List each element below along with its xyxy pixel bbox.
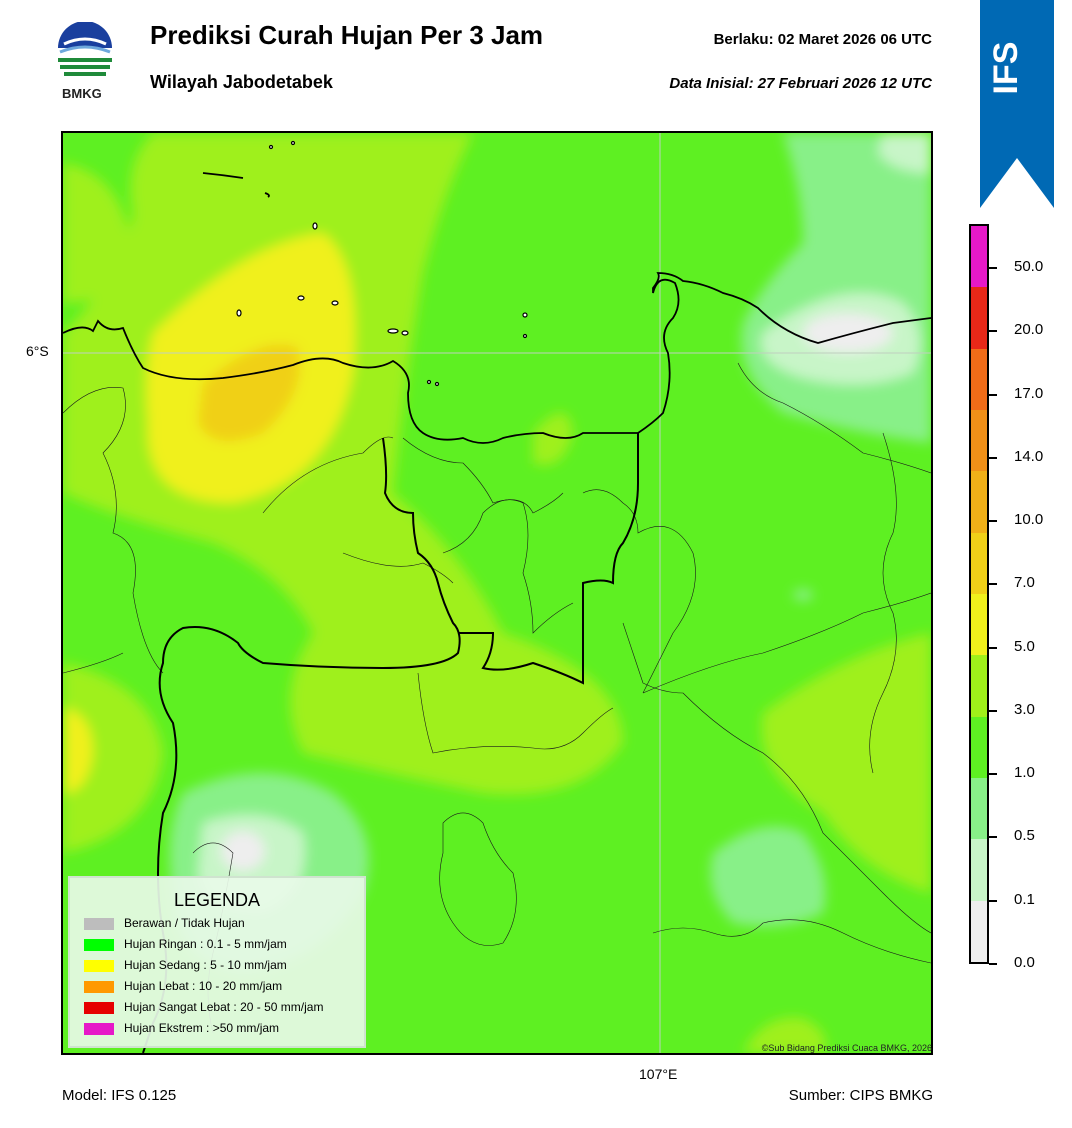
colorbar-tick [989, 646, 997, 649]
colorbar-tick [989, 393, 997, 396]
page-title: Prediksi Curah Hujan Per 3 Jam [150, 20, 544, 50]
legend-swatch [84, 1002, 114, 1014]
legend-swatch [84, 918, 114, 930]
longitude-label: 107°E [639, 1066, 678, 1082]
colorbar-tick-label: 10.0 [1014, 511, 1044, 529]
colorbar-segment [971, 410, 987, 472]
colorbar-tick-label: 0.1 [1014, 890, 1035, 908]
region-subtitle: Wilayah Jabodetabek [150, 72, 333, 92]
colorbar-tick-label: 50.0 [1014, 258, 1044, 275]
legend-label: Hujan Ekstrem : >50 mm/jam [124, 1021, 280, 1035]
copyright-note: ©Sub Bidang Prediksi Cuaca BMKG, 2026 [761, 1043, 932, 1053]
colorbar-segment [971, 716, 987, 778]
map-canvas [63, 133, 931, 1053]
legend-label: Berawan / Tidak Hujan [124, 916, 245, 930]
bmkg-logo-icon [58, 22, 112, 76]
colorbar-segment [971, 839, 987, 901]
colorbar-segment [971, 532, 987, 594]
colorbar-tick [989, 963, 997, 965]
latitude-label: 6°S [26, 343, 49, 359]
legend-label: Hujan Ringan : 0.1 - 5 mm/jam [124, 937, 287, 951]
colorbar-tick-label: 1.0 [1014, 764, 1035, 782]
colorbar-segment [971, 778, 987, 840]
colorbar-segment [971, 594, 987, 656]
colorbar [969, 224, 989, 964]
colorbar-segment [971, 348, 987, 410]
colorbar-tick [989, 456, 997, 459]
ifs-ribbon-icon [980, 0, 1054, 208]
legend-title: LEGENDA [173, 890, 261, 910]
colorbar-tick-label: 0.0 [1014, 954, 1035, 971]
legend-label: Hujan Sedang : 5 - 10 mm/jam [124, 958, 287, 972]
valid-time: Berlaku: 02 Maret 2026 06 UTC [713, 31, 932, 48]
colorbar-tick-label: 3.0 [1014, 700, 1035, 718]
legend-swatch [84, 939, 114, 951]
colorbar-tick [989, 520, 997, 523]
colorbar-tick [989, 836, 997, 839]
model-badge: IFS [987, 41, 1025, 95]
colorbar-tick-label: 17.0 [1014, 384, 1044, 402]
legend-swatch [84, 960, 114, 972]
colorbar-tick-label: 7.0 [1014, 574, 1035, 592]
colorbar-tick-label: 14.0 [1014, 447, 1044, 465]
source-info: Sumber: CIPS BMKG [788, 1087, 933, 1104]
colorbar-segment [971, 655, 987, 717]
colorbar-tick [989, 709, 997, 712]
logo-text: BMKG [62, 86, 102, 101]
legend-swatch [84, 981, 114, 993]
colorbar-segment [971, 471, 987, 533]
colorbar-segment [971, 226, 987, 288]
legend-label: Hujan Sangat Lebat : 20 - 50 mm/jam [124, 1000, 324, 1014]
init-time: Data Inisial: 27 Februari 2026 12 UTC [669, 75, 932, 92]
colorbar-tick [989, 583, 997, 586]
model-info: Model: IFS 0.125 [62, 1087, 177, 1104]
colorbar-tick [989, 330, 997, 333]
rainfall-map [61, 131, 933, 1055]
colorbar-tick [989, 899, 997, 902]
colorbar-tick-label: 0.5 [1014, 827, 1035, 845]
colorbar-tick-label: 20.0 [1014, 321, 1044, 339]
legend-box: LEGENDA Berawan / Tidak Hujan Hujan Ringa… [68, 876, 366, 1048]
colorbar-tick-label: 5.0 [1014, 637, 1035, 655]
colorbar-tick [989, 773, 997, 776]
legend-swatch [84, 1023, 114, 1035]
colorbar-segment [971, 900, 987, 962]
colorbar-tick [989, 267, 997, 269]
colorbar-segment [971, 287, 987, 349]
legend-label: Hujan Lebat : 10 - 20 mm/jam [124, 979, 283, 993]
